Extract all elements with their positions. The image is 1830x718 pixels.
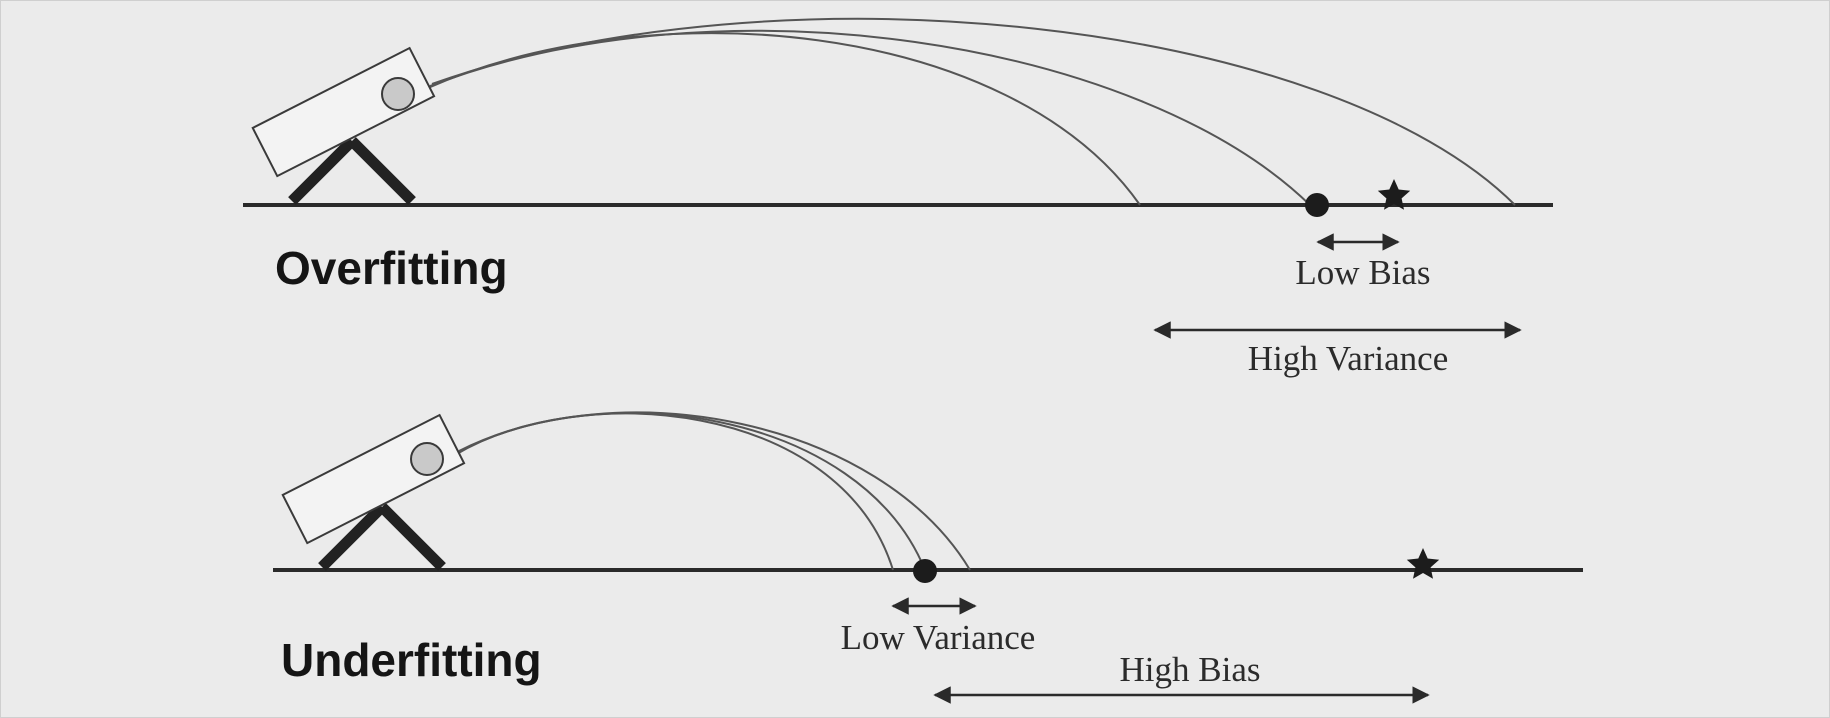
overfitting-bias-label: Low Bias — [1295, 253, 1430, 292]
filled-dot-icon — [913, 559, 937, 583]
star-target-icon — [1406, 548, 1440, 579]
star-target-icon — [1377, 179, 1411, 210]
cannon-launcher-icon — [251, 46, 436, 205]
trajectory-long — [458, 411, 971, 571]
underfitting-variance-label: Low Variance — [841, 618, 1036, 657]
overfitting-title: Overfitting — [275, 242, 508, 294]
trajectory-long — [431, 17, 1516, 206]
trajectory-mid — [429, 29, 1311, 206]
underfitting-title: Underfitting — [281, 634, 542, 686]
overfitting-section: Low Bias High Variance Overfitting — [243, 17, 1553, 378]
underfitting-bias-label: High Bias — [1120, 650, 1261, 689]
trajectory-short — [427, 32, 1141, 206]
filled-dot-icon — [1305, 193, 1329, 217]
overfitting-variance-label: High Variance — [1248, 339, 1449, 378]
trajectory-short — [454, 412, 894, 571]
cannon-launcher-icon — [281, 413, 466, 571]
underfitting-section: Low Variance High Bias Underfitting — [273, 411, 1583, 704]
trajectory-mid — [456, 412, 926, 571]
